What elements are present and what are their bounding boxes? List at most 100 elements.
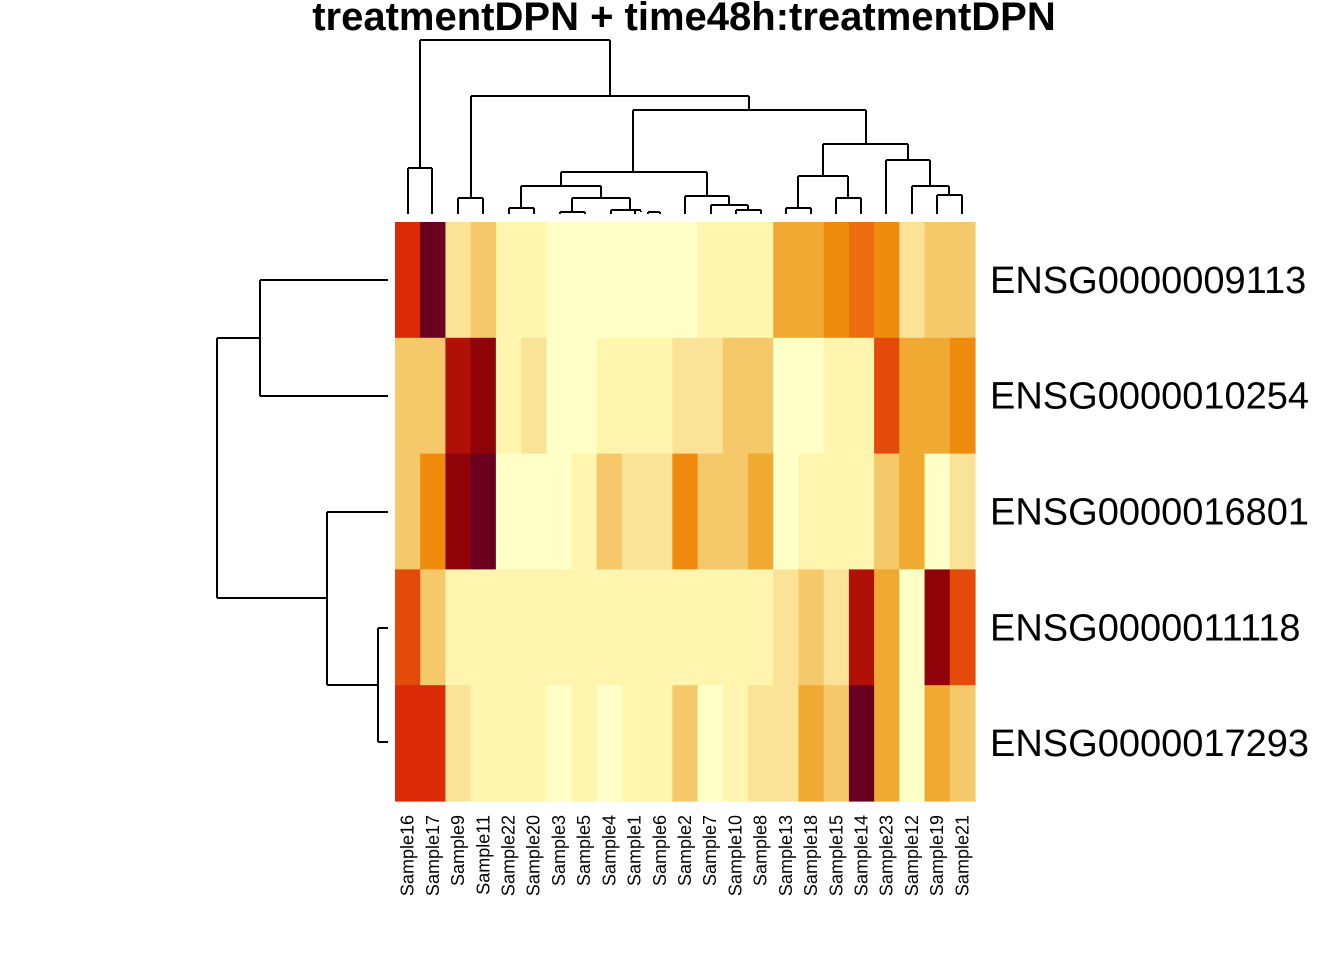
- heatmap-cell-ENSG0000011118-Sample9: [445, 569, 472, 686]
- heatmap-cell-ENSG0000009113-Sample2: [672, 222, 699, 339]
- heatmap-cell-ENSG0000011118-Sample20: [521, 569, 547, 686]
- column-dendrogram: [407, 39, 963, 214]
- heatmap-cell-ENSG0000016801-Sample5: [571, 453, 598, 570]
- heatmap-cell-ENSG0000011118-Sample19: [924, 569, 951, 686]
- heatmap-cell-ENSG0000017293-Sample17: [420, 685, 447, 802]
- heatmap-cell-ENSG0000017293-Sample9: [445, 685, 472, 802]
- column-label: Sample19: [927, 815, 947, 896]
- column-label: Sample12: [902, 815, 922, 896]
- heatmap-cell-ENSG0000009113-Sample11: [470, 222, 497, 339]
- row-label: ENSG0000009113: [990, 260, 1306, 302]
- heatmap-cell-ENSG0000010254-Sample5: [571, 337, 598, 455]
- chart-title: treatmentDPN + time48h:treatmentDPN: [312, 0, 1056, 39]
- heatmap-cell-ENSG0000009113-Sample10: [722, 222, 749, 339]
- heatmap-cell-ENSG0000010254-Sample12: [899, 337, 926, 455]
- heatmap-cell-ENSG0000011118-Sample11: [470, 569, 497, 686]
- heatmap-cell-ENSG0000011118-Sample22: [495, 569, 522, 686]
- row-label: ENSG0000010254: [990, 376, 1309, 418]
- heatmap-cell-ENSG0000016801-Sample21: [949, 453, 976, 570]
- heatmap-cell-ENSG0000009113-Sample17: [420, 222, 447, 339]
- heatmap-cell-ENSG0000016801-Sample3: [546, 453, 573, 570]
- row-label: ENSG0000011118: [990, 607, 1301, 649]
- heatmap-cell-ENSG0000009113-Sample9: [445, 222, 472, 339]
- column-label: Sample6: [650, 815, 670, 886]
- heatmap-cell-ENSG0000009113-Sample19: [924, 222, 951, 339]
- heatmap-cell-ENSG0000017293-Sample23: [874, 685, 900, 802]
- heatmap-cell-ENSG0000011118-Sample13: [773, 569, 800, 686]
- heatmap-cell-ENSG0000016801-Sample22: [495, 453, 522, 570]
- heatmap-cell-ENSG0000011118-Sample21: [949, 569, 976, 686]
- heatmap-cell-ENSG0000009113-Sample21: [949, 222, 976, 339]
- heatmap-cell-ENSG0000011118-Sample7: [697, 569, 724, 686]
- heatmap-cell-ENSG0000009113-Sample22: [495, 222, 522, 339]
- heatmap-cell-ENSG0000009113-Sample14: [848, 222, 875, 339]
- heatmap-cell-ENSG0000011118-Sample23: [874, 569, 900, 686]
- heatmap-cell-ENSG0000017293-Sample3: [546, 685, 573, 802]
- heatmap-cell-ENSG0000017293-Sample13: [773, 685, 800, 802]
- column-label: Sample15: [826, 815, 846, 896]
- heatmap-cell-ENSG0000011118-Sample12: [899, 569, 926, 686]
- column-label: Sample20: [524, 815, 544, 896]
- column-label: Sample21: [952, 815, 972, 896]
- column-labels: Sample16 Sample17 Sample9 Sample11 Sample22 S…: [398, 815, 973, 896]
- heatmap-cell-ENSG0000010254-Sample3: [546, 337, 573, 455]
- heatmap-cell-ENSG0000010254-Sample10: [722, 337, 749, 455]
- heatmap-cell-ENSG0000010254-Sample23: [874, 337, 900, 455]
- heatmap-cell-ENSG0000017293-Sample15: [823, 685, 850, 802]
- row-dendrogram: [216, 279, 388, 743]
- heatmap-cell-ENSG0000011118-Sample17: [420, 569, 447, 686]
- heatmap-cell-ENSG0000010254-Sample17: [420, 337, 447, 455]
- column-label: Sample5: [574, 815, 594, 886]
- heatmap-cell-ENSG0000011118-Sample3: [546, 569, 573, 686]
- heatmap-cell-ENSG0000011118-Sample4: [596, 569, 623, 686]
- heatmap-cell-ENSG0000016801-Sample15: [823, 453, 850, 570]
- heatmap-cell-ENSG0000010254-Sample11: [470, 337, 497, 455]
- heatmap-cell-ENSG0000010254-Sample20: [521, 337, 547, 455]
- column-label: Sample3: [549, 815, 569, 886]
- heatmap-cell-ENSG0000010254-Sample13: [773, 337, 800, 455]
- heatmap-cell-ENSG0000017293-Sample11: [470, 685, 497, 802]
- column-label: Sample11: [473, 815, 493, 895]
- heatmap-cell-ENSG0000009113-Sample4: [596, 222, 623, 339]
- heatmap-cell-ENSG0000016801-Sample13: [773, 453, 800, 570]
- heatmap-cell-ENSG0000011118-Sample1: [621, 569, 648, 686]
- heatmap-cell-ENSG0000011118-Sample5: [571, 569, 598, 686]
- column-label: Sample13: [776, 815, 796, 896]
- heatmap-cell-ENSG0000016801-Sample11: [470, 453, 497, 570]
- heatmap-cell-ENSG0000017293-Sample5: [571, 685, 598, 802]
- heatmap-cell-ENSG0000016801-Sample12: [899, 453, 926, 570]
- heatmap-cell-ENSG0000017293-Sample7: [697, 685, 724, 802]
- heatmap-cell-ENSG0000017293-Sample20: [521, 685, 547, 802]
- row-label: ENSG0000016801: [990, 492, 1309, 534]
- heatmap-cell-ENSG0000017293-Sample14: [848, 685, 875, 802]
- heatmap-cell-ENSG0000016801-Sample2: [672, 453, 699, 570]
- heatmap-cell-ENSG0000009113-Sample3: [546, 222, 573, 339]
- heatmap-cell-ENSG0000009113-Sample15: [823, 222, 850, 339]
- heatmap-cell-ENSG0000011118-Sample16: [395, 569, 421, 686]
- heatmap-cell-ENSG0000010254-Sample22: [495, 337, 522, 455]
- heatmap-cell-ENSG0000016801-Sample20: [521, 453, 547, 570]
- column-label: Sample1: [625, 815, 645, 886]
- heatmap-cell-ENSG0000009113-Sample16: [395, 222, 421, 339]
- row-labels: ENSG0000009113 ENSG0000010254 ENSG00000168…: [990, 260, 1309, 765]
- column-label: Sample14: [852, 815, 872, 896]
- heatmap-cell-ENSG0000010254-Sample4: [596, 337, 623, 455]
- heatmap-cell-ENSG0000010254-Sample16: [395, 337, 421, 455]
- heatmap-cell-ENSG0000009113-Sample23: [874, 222, 900, 339]
- heatmap-cell-ENSG0000017293-Sample6: [647, 685, 673, 802]
- heatmap-cell-ENSG0000009113-Sample18: [798, 222, 825, 339]
- heatmap-cell-ENSG0000017293-Sample19: [924, 685, 951, 802]
- column-label: Sample9: [448, 815, 468, 886]
- heatmap-cell-ENSG0000017293-Sample4: [596, 685, 623, 802]
- heatmap-cell-ENSG0000009113-Sample5: [571, 222, 598, 339]
- heatmap-cell-ENSG0000016801-Sample10: [722, 453, 749, 570]
- heatmap-cell-ENSG0000010254-Sample15: [823, 337, 850, 455]
- heatmap-cell-ENSG0000010254-Sample19: [924, 337, 951, 455]
- column-label: Sample22: [499, 815, 519, 896]
- heatmap-cell-ENSG0000011118-Sample14: [848, 569, 875, 686]
- heatmap-cell-ENSG0000016801-Sample8: [748, 453, 774, 570]
- heatmap-cell-ENSG0000009113-Sample12: [899, 222, 926, 339]
- heatmap-cell-ENSG0000010254-Sample7: [697, 337, 724, 455]
- heatmap-cell-ENSG0000009113-Sample13: [773, 222, 800, 339]
